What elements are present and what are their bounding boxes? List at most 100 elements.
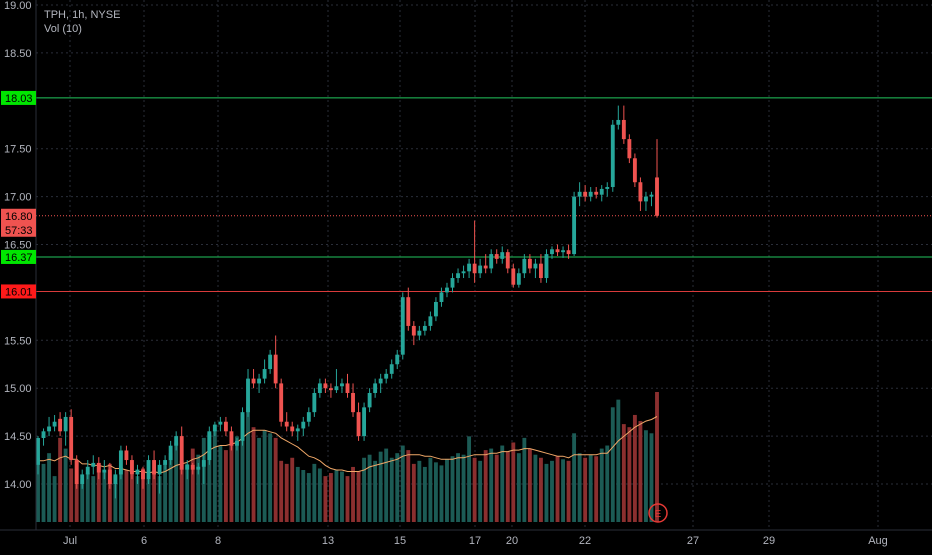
candle-body xyxy=(163,460,168,465)
level-badge[interactable]: 16.37 xyxy=(1,249,36,264)
candle-body xyxy=(317,383,322,393)
candle-body xyxy=(190,464,195,470)
volume-bar xyxy=(505,451,510,522)
volume-bar xyxy=(340,471,344,522)
y-tick-label: 14.50 xyxy=(4,431,32,443)
candle-body xyxy=(279,383,284,422)
candle-body xyxy=(212,424,217,432)
candle-body xyxy=(36,438,40,465)
candle-body xyxy=(102,469,107,473)
candle-body xyxy=(323,383,328,389)
volume-bar xyxy=(594,456,599,522)
price-axis[interactable]: 19.00 18.50 17.50 17.00 16.50 15.50 15.00 14.50… xyxy=(1,0,37,530)
candle-body xyxy=(306,412,311,422)
volume-bar xyxy=(389,457,394,522)
candle-body xyxy=(400,297,405,355)
volume-bar xyxy=(268,433,273,522)
volume-bar xyxy=(223,450,228,522)
candle-body xyxy=(649,194,654,197)
volume-bar xyxy=(527,448,532,522)
volume-bar xyxy=(378,451,383,522)
volume-bar xyxy=(588,454,593,522)
volume-bar xyxy=(301,470,306,522)
level-badge[interactable]: 16.01 xyxy=(1,284,36,299)
candle-body xyxy=(550,249,554,255)
candle-body xyxy=(384,373,389,379)
candle-body xyxy=(555,249,560,253)
candle-body xyxy=(539,263,543,279)
candle-body xyxy=(351,392,355,413)
volume-bar xyxy=(445,459,449,522)
x-tick-label: 17 xyxy=(469,535,481,547)
volume-bar xyxy=(489,448,494,522)
volume-bar xyxy=(373,460,378,522)
volume-bar xyxy=(511,442,516,522)
candle-body xyxy=(428,316,433,326)
volume-bar xyxy=(47,453,51,522)
candle-body xyxy=(522,258,527,274)
candle-body xyxy=(417,330,422,336)
volume-bar xyxy=(284,463,289,522)
x-tick-label: 22 xyxy=(579,535,591,547)
candle-body xyxy=(367,392,372,408)
candle-body xyxy=(168,445,173,461)
candle-body xyxy=(284,421,289,427)
candle-body xyxy=(356,412,361,437)
candle-body xyxy=(461,271,466,274)
time-axis[interactable]: Jul 6 8 13 15 17 20 22 27 29 Aug xyxy=(0,529,932,547)
volume-bar xyxy=(417,460,422,522)
volume-bar xyxy=(367,454,372,522)
earnings-marker[interactable]: E xyxy=(648,503,668,523)
last-price-text: 16.80 xyxy=(5,211,33,223)
volume-bar xyxy=(317,468,322,522)
x-tick-label: 8 xyxy=(215,535,221,547)
candle-body xyxy=(478,265,483,274)
volume-bar xyxy=(323,476,328,522)
earnings-circle[interactable] xyxy=(648,503,668,523)
volume-bar xyxy=(168,453,173,522)
candle-body xyxy=(201,460,206,467)
level-badge-bg xyxy=(1,284,36,299)
volume-bar xyxy=(439,465,444,522)
level-badge[interactable]: 18.03 xyxy=(1,90,36,105)
volume-bar xyxy=(251,427,256,522)
symbol-legend[interactable]: TPH, 1h, NYSE xyxy=(44,9,121,21)
volume-bar xyxy=(467,436,472,522)
volume-bar xyxy=(334,470,339,522)
volume-bar xyxy=(433,462,438,522)
candle-body xyxy=(373,383,378,393)
grid xyxy=(36,0,932,530)
volume-bar xyxy=(96,466,101,522)
candle-body xyxy=(467,263,472,272)
level-badge-bg xyxy=(1,90,36,105)
candle-body xyxy=(527,258,532,269)
horizontal-levels[interactable] xyxy=(36,97,932,292)
volume-bar xyxy=(218,445,223,522)
candle-body xyxy=(80,474,85,484)
volume-bar xyxy=(610,407,615,522)
candle-body xyxy=(533,263,538,269)
volume-bar xyxy=(411,463,416,522)
volume-bar xyxy=(135,476,140,522)
volume-bar xyxy=(649,433,654,522)
last-price-badge[interactable]: 16.80 57:33 xyxy=(1,208,36,237)
candle-body xyxy=(107,469,112,484)
candle-body xyxy=(262,369,267,379)
volume-bar xyxy=(295,466,300,522)
candle-body xyxy=(196,466,201,470)
volume-bar xyxy=(273,437,278,522)
candle-body xyxy=(229,431,234,446)
volume-bar xyxy=(428,457,433,522)
candle-body xyxy=(456,273,460,279)
volume-bars xyxy=(36,392,659,522)
candle-body xyxy=(85,466,90,475)
volume-bar xyxy=(185,463,190,522)
candle-body xyxy=(118,450,123,475)
chart-legend: TPH, 1h, NYSE Vol (10) xyxy=(44,8,120,36)
x-tick-label: Jul xyxy=(63,535,77,547)
volume-legend[interactable]: Vol (10) xyxy=(44,23,82,35)
candle-body xyxy=(594,191,599,195)
volume-bar xyxy=(174,442,179,522)
